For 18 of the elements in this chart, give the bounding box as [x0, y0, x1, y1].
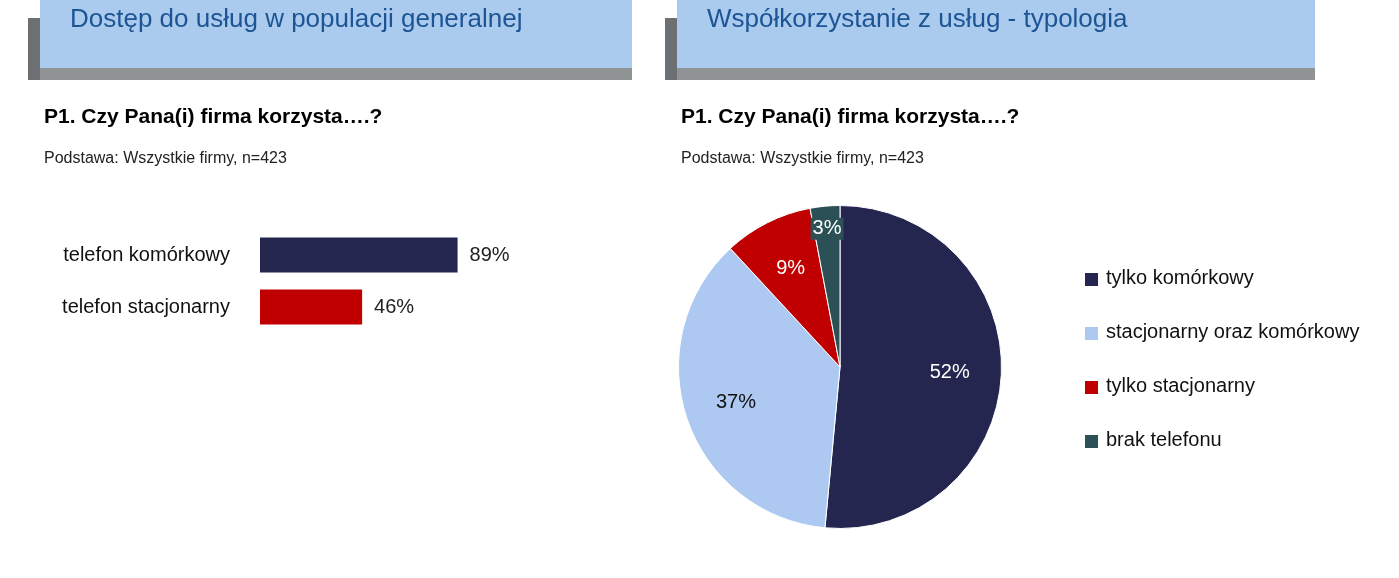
text: Podstawa: Wszystkie firmy, n=423: [44, 149, 287, 167]
legend-label: tylko stacjonarny: [1106, 374, 1255, 397]
data-label: 37%: [715, 389, 757, 412]
legend-label: brak telefonu: [1106, 428, 1222, 451]
y-tick-label: telefon stacjonarny: [62, 294, 230, 317]
chart-subtitle: P1. Czy Pana(i) firma korzysta….?: [44, 104, 383, 128]
text: Podstawa: Wszystkie firmy, n=423: [681, 149, 924, 167]
chart-subtitle: P1. Czy Pana(i) firma korzysta….?: [681, 104, 1020, 128]
y-tick-label: telefon komórkowy: [63, 242, 230, 265]
data-label: 46%: [374, 294, 415, 317]
data-label: 89%: [469, 242, 510, 265]
legend-label: stacjonarny oraz komórkowy: [1106, 320, 1360, 343]
data-label: 3%: [812, 216, 842, 239]
chart-title: Dostęp do usług w populacji generalnej: [70, 2, 524, 34]
chart-title: Współkorzystanie z usług - typologia: [707, 2, 1129, 34]
data-label: 52%: [929, 359, 970, 382]
data-label: 9%: [776, 256, 806, 279]
legend-label: tylko komórkowy: [1106, 266, 1254, 289]
